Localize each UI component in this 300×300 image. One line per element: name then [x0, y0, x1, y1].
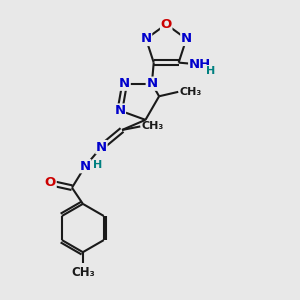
Text: N: N: [181, 32, 192, 45]
Text: H: H: [93, 160, 102, 170]
Text: H: H: [206, 66, 216, 76]
Text: NH: NH: [189, 58, 211, 70]
Text: O: O: [45, 176, 56, 190]
Text: N: N: [140, 32, 152, 45]
Text: N: N: [119, 77, 130, 90]
Text: CH₃: CH₃: [180, 87, 202, 97]
Text: N: N: [80, 160, 91, 173]
Text: N: N: [146, 77, 158, 90]
Text: CH₃: CH₃: [142, 122, 164, 131]
Text: N: N: [114, 104, 125, 117]
Text: N: N: [96, 141, 107, 154]
Text: CH₃: CH₃: [71, 266, 95, 279]
Text: O: O: [160, 18, 172, 31]
